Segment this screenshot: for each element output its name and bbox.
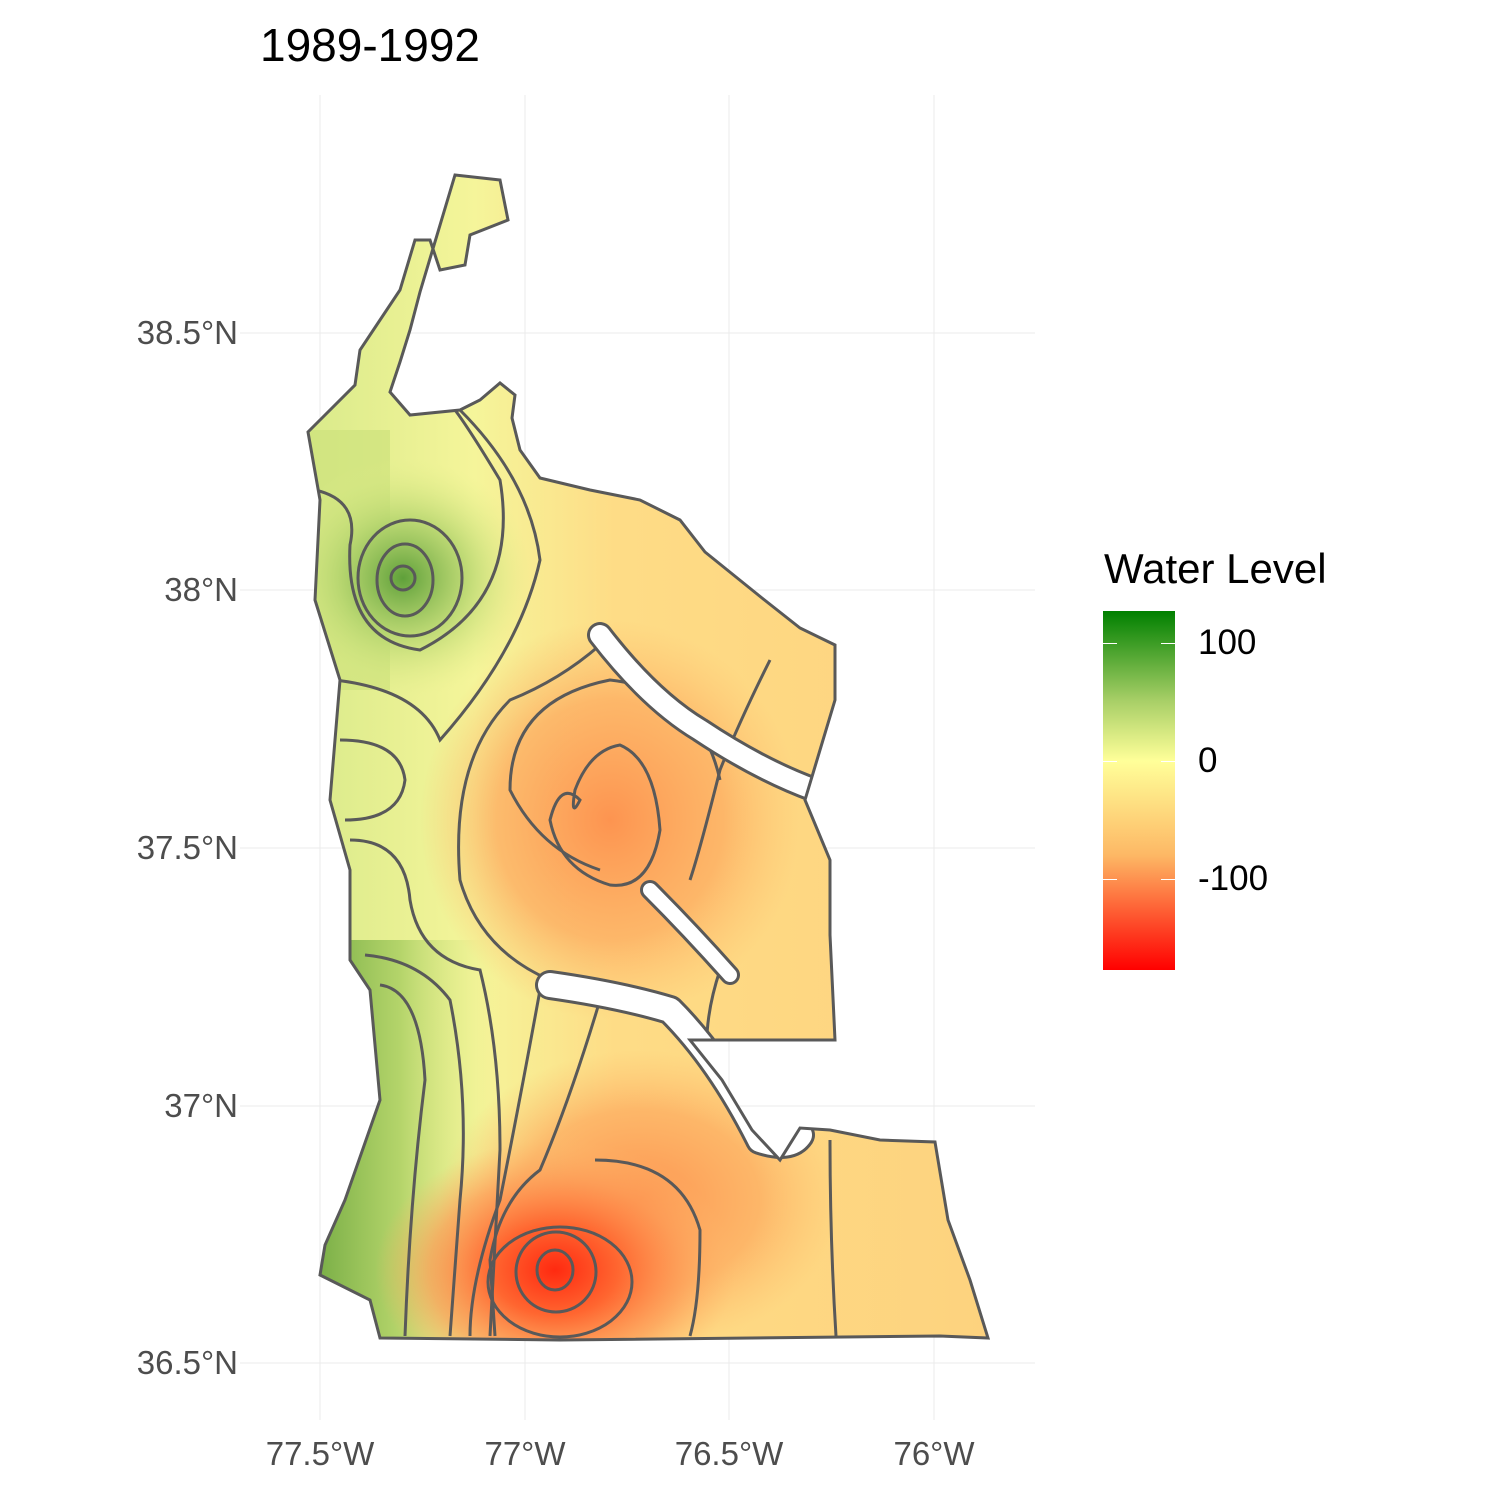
legend-tick-label: -100 <box>1198 859 1269 899</box>
legend-tick-mark <box>1161 760 1175 762</box>
legend-tick-mark <box>1161 642 1175 644</box>
legend-tick-mark <box>1103 760 1117 762</box>
x-tick-label: 77.5°W <box>265 1435 375 1472</box>
x-tick-label: 77°W <box>484 1435 566 1472</box>
y-tick-label: 38.5°N <box>136 314 238 351</box>
chart-title: 1989-1992 <box>260 19 480 71</box>
legend-title: Water Level <box>1104 545 1327 592</box>
x-tick-label: 76.5°W <box>674 1435 784 1472</box>
y-tick-label: 38°N <box>164 571 238 608</box>
x-tick-label: 76°W <box>893 1435 975 1472</box>
legend-tick-mark <box>1103 879 1117 881</box>
legend-colorbar <box>1103 611 1175 970</box>
y-tick-label: 36.5°N <box>136 1344 238 1381</box>
legend-tick-mark <box>1161 879 1175 881</box>
y-tick-label: 37.5°N <box>136 829 238 866</box>
water-level-surface <box>308 175 988 1340</box>
legend-tick-label: 0 <box>1198 740 1218 780</box>
legend-tick-mark <box>1103 642 1117 644</box>
y-tick-label: 37°N <box>164 1087 238 1124</box>
legend-tick-label: 100 <box>1198 622 1257 662</box>
